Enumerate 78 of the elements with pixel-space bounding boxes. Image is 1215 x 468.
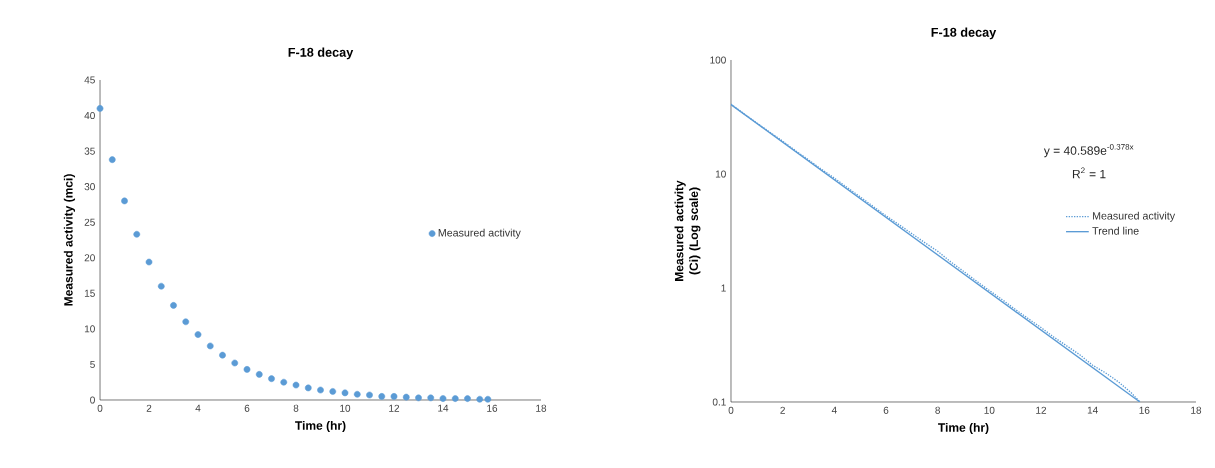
x-tick-label: 4 [831,406,837,414]
point [170,302,177,309]
y-tick-label: 0 [90,396,95,404]
point [157,282,165,290]
x-tick-label: 4 [195,404,201,412]
point [206,342,214,350]
chart-title: F-18 decay [931,27,997,40]
point [194,331,202,338]
x-tick-label: 0 [97,404,103,412]
point [121,197,128,205]
point [476,395,484,403]
point [255,371,263,378]
x-tick-label: 6 [244,404,250,412]
y-tick-label: 25 [84,218,95,226]
y-tick-label: 15 [84,289,95,297]
point [341,389,349,397]
point [304,384,312,392]
point [280,378,288,386]
x-tick-label: 6 [883,406,889,414]
x-tick-label: 0 [728,406,734,414]
point [402,393,410,401]
point [390,393,398,400]
legend-label: Trend line [1092,226,1139,235]
point [108,156,116,163]
x-tick-label: 8 [935,406,940,414]
x-tick-label: 2 [146,404,152,412]
y-tick-label: 35 [84,147,95,155]
y-tick-label: 45 [84,76,95,84]
point [427,394,435,402]
point [219,351,226,359]
point [451,395,459,402]
point [96,105,104,112]
x-tick-label: 8 [293,404,299,412]
point [145,258,153,266]
point [366,391,373,399]
x-axis-title: Time (hr) [295,420,346,433]
x-tick-label: 14 [1087,406,1098,414]
x-tick-label: 14 [438,404,449,412]
point [415,394,422,402]
y-tick-label: 10 [84,325,95,333]
point [268,375,275,382]
x-tick-label: 2 [780,406,785,414]
point [133,230,141,238]
point [329,388,337,395]
x-tick-label: 10 [984,406,995,414]
y-tick-label: 40 [84,112,95,120]
y-tick-label: 100 [710,56,726,64]
chart-title: F-18 decay [288,47,354,60]
point [231,359,239,367]
x-tick-label: 18 [536,404,547,412]
point [292,381,300,389]
y-axis-title: Measured activity (mci) [63,174,76,306]
legend-label: Measured activity [1092,211,1176,222]
point [439,395,447,402]
y-axis-title: Measured activity (Ci) (Log scale) [674,180,701,281]
point [378,393,386,400]
annotation: R$^{2}$ = 1 [1072,167,1106,179]
y-tick-label: 0.1 [712,398,726,406]
point [353,390,361,398]
x-tick-label: 18 [1191,406,1202,414]
x-tick-label: 10 [340,404,351,412]
point [182,318,190,326]
y-tick-label: 30 [84,183,95,191]
annotation: y = 40.589e$^{-0.378x}$ [1043,144,1134,158]
point [484,395,492,403]
x-axis-title: Time (hr) [938,422,989,435]
y-tick-label: 10 [715,170,726,178]
point [317,386,324,394]
legend-label: Measured activity [438,228,521,239]
point [464,395,471,402]
x-tick-label: 16 [487,404,498,412]
x-tick-label: 12 [1036,406,1047,414]
y-tick-label: 1 [721,284,726,292]
y-tick-label: 5 [90,360,95,368]
y-tick-label: 20 [84,254,95,262]
x-tick-label: 16 [1139,406,1150,414]
x-tick-label: 12 [389,404,400,412]
point [243,366,251,373]
